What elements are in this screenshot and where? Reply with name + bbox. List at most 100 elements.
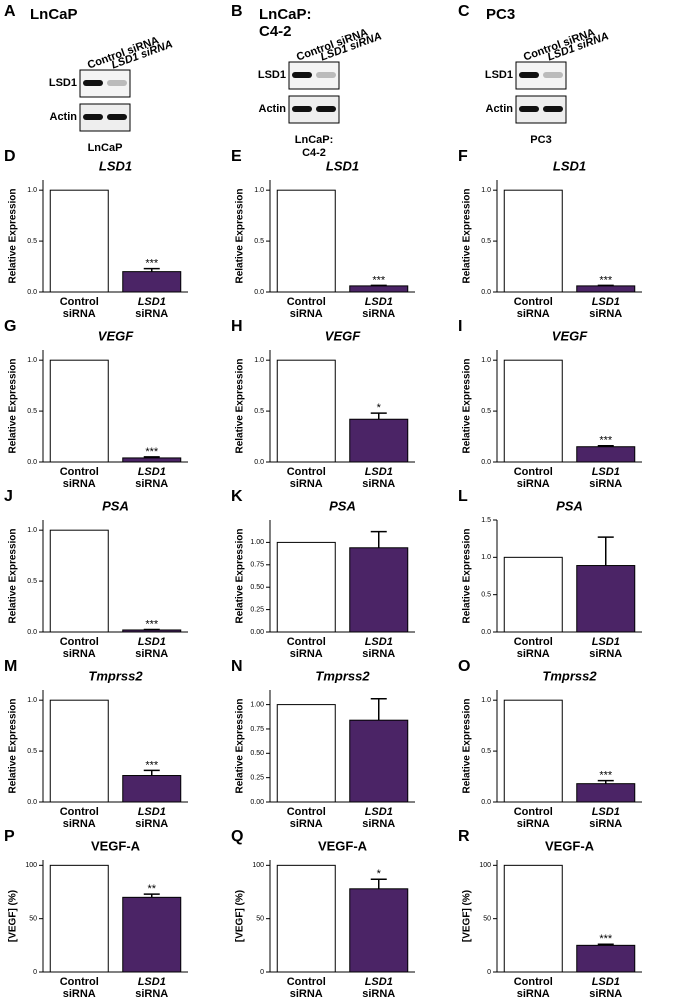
y-tick-label: 1.0 <box>481 697 491 704</box>
y-axis-label: Relative Expression <box>462 528 473 623</box>
y-tick-label: 0.5 <box>27 238 37 245</box>
y-tick-label: 0 <box>260 969 264 976</box>
y-tick-label: 0.5 <box>27 408 37 415</box>
x-tick-label: LSD1 <box>365 466 393 478</box>
x-tick-label: Control <box>287 296 326 308</box>
significance: *** <box>599 770 613 782</box>
x-tick-label: LSD1 <box>365 296 393 308</box>
x-tick-label: siRNA <box>362 648 395 660</box>
panel-letter: L <box>458 488 468 505</box>
bar <box>49 189 109 293</box>
bar <box>503 189 563 293</box>
panel-letter: B <box>231 3 243 20</box>
y-axis-label: [VEGF] (%) <box>8 890 19 942</box>
significance: *** <box>599 274 613 286</box>
bar <box>276 359 336 463</box>
panel-letter: R <box>458 828 470 845</box>
chart-title: VEGF <box>552 328 588 343</box>
x-tick-label: Control <box>60 806 99 818</box>
y-tick-label: 0.50 <box>250 750 264 757</box>
row-label: Actin <box>486 103 514 115</box>
x-tick-label: siRNA <box>63 648 96 660</box>
x-tick-label: siRNA <box>135 818 168 830</box>
x-tick-label: LSD1 <box>365 806 393 818</box>
y-axis-label: Relative Expression <box>235 188 246 283</box>
x-tick-label: siRNA <box>517 818 550 830</box>
panel-letter: I <box>458 318 462 335</box>
bar <box>576 446 636 463</box>
x-tick-label: siRNA <box>517 988 550 1000</box>
x-tick-label: Control <box>287 466 326 478</box>
panel-letter: O <box>458 658 470 675</box>
y-tick-label: 0.0 <box>254 289 264 296</box>
x-tick-label: siRNA <box>290 478 323 490</box>
x-tick-label: Control <box>514 806 553 818</box>
x-tick-label: Control <box>514 636 553 648</box>
y-axis-label: Relative Expression <box>235 358 246 453</box>
y-tick-label: 0.5 <box>481 408 491 415</box>
y-tick-label: 0.5 <box>481 748 491 755</box>
x-tick-label: Control <box>514 466 553 478</box>
significance: *** <box>372 274 386 286</box>
blot-band <box>519 106 539 112</box>
y-tick-label: 1.0 <box>27 527 37 534</box>
y-tick-label: 1.0 <box>254 357 264 364</box>
x-tick-label: LSD1 <box>138 296 166 308</box>
significance: * <box>377 402 382 414</box>
y-tick-label: 0.0 <box>27 799 37 806</box>
x-tick-label: LSD1 <box>592 636 620 648</box>
chart-title: LSD1 <box>99 158 132 173</box>
bar <box>122 271 182 293</box>
row-label: LSD1 <box>258 69 286 81</box>
blot-band <box>316 106 336 112</box>
blot-band <box>543 72 563 78</box>
x-tick-label: Control <box>287 806 326 818</box>
y-tick-label: 1.0 <box>481 187 491 194</box>
bar <box>576 565 636 633</box>
y-tick-label: 1.0 <box>27 357 37 364</box>
chart-title: PSA <box>556 498 583 513</box>
x-tick-label: LSD1 <box>138 466 166 478</box>
x-tick-label: siRNA <box>589 818 622 830</box>
y-tick-label: 100 <box>252 862 264 869</box>
x-tick-label: siRNA <box>135 478 168 490</box>
significance: *** <box>599 933 613 945</box>
y-axis-label: Relative Expression <box>8 698 19 793</box>
chart-title: VEGF-A <box>545 838 595 853</box>
y-tick-label: 0.0 <box>481 459 491 466</box>
y-axis-label: Relative Expression <box>462 188 473 283</box>
panel-letter: G <box>4 318 16 335</box>
y-tick-label: 0.0 <box>254 459 264 466</box>
bar <box>49 864 109 973</box>
significance: ** <box>147 883 156 895</box>
blot-band <box>316 72 336 78</box>
significance: * <box>377 868 382 880</box>
x-tick-label: siRNA <box>63 988 96 1000</box>
panel-letter: D <box>4 148 16 165</box>
y-tick-label: 1.5 <box>481 517 491 524</box>
x-tick-label: Control <box>514 296 553 308</box>
blot-title: LnCaP: <box>259 6 312 23</box>
y-tick-label: 0.5 <box>27 578 37 585</box>
blot-band <box>83 80 103 86</box>
significance: *** <box>145 759 159 771</box>
y-tick-label: 0.5 <box>481 238 491 245</box>
x-tick-label: LSD1 <box>138 636 166 648</box>
x-tick-label: siRNA <box>517 478 550 490</box>
y-axis-label: [VEGF] (%) <box>235 890 246 942</box>
bar <box>503 359 563 463</box>
y-tick-label: 0.5 <box>27 748 37 755</box>
row-label: Actin <box>259 103 287 115</box>
chart-title: VEGF <box>325 328 361 343</box>
x-tick-label: siRNA <box>63 478 96 490</box>
bar <box>349 547 409 633</box>
bar <box>276 864 336 973</box>
x-tick-label: Control <box>60 466 99 478</box>
panel-letter: Q <box>231 828 243 845</box>
y-tick-label: 0.0 <box>27 289 37 296</box>
significance: *** <box>145 446 159 458</box>
y-tick-label: 1.0 <box>481 357 491 364</box>
bar <box>49 359 109 463</box>
bar <box>576 285 636 293</box>
x-tick-label: siRNA <box>589 478 622 490</box>
